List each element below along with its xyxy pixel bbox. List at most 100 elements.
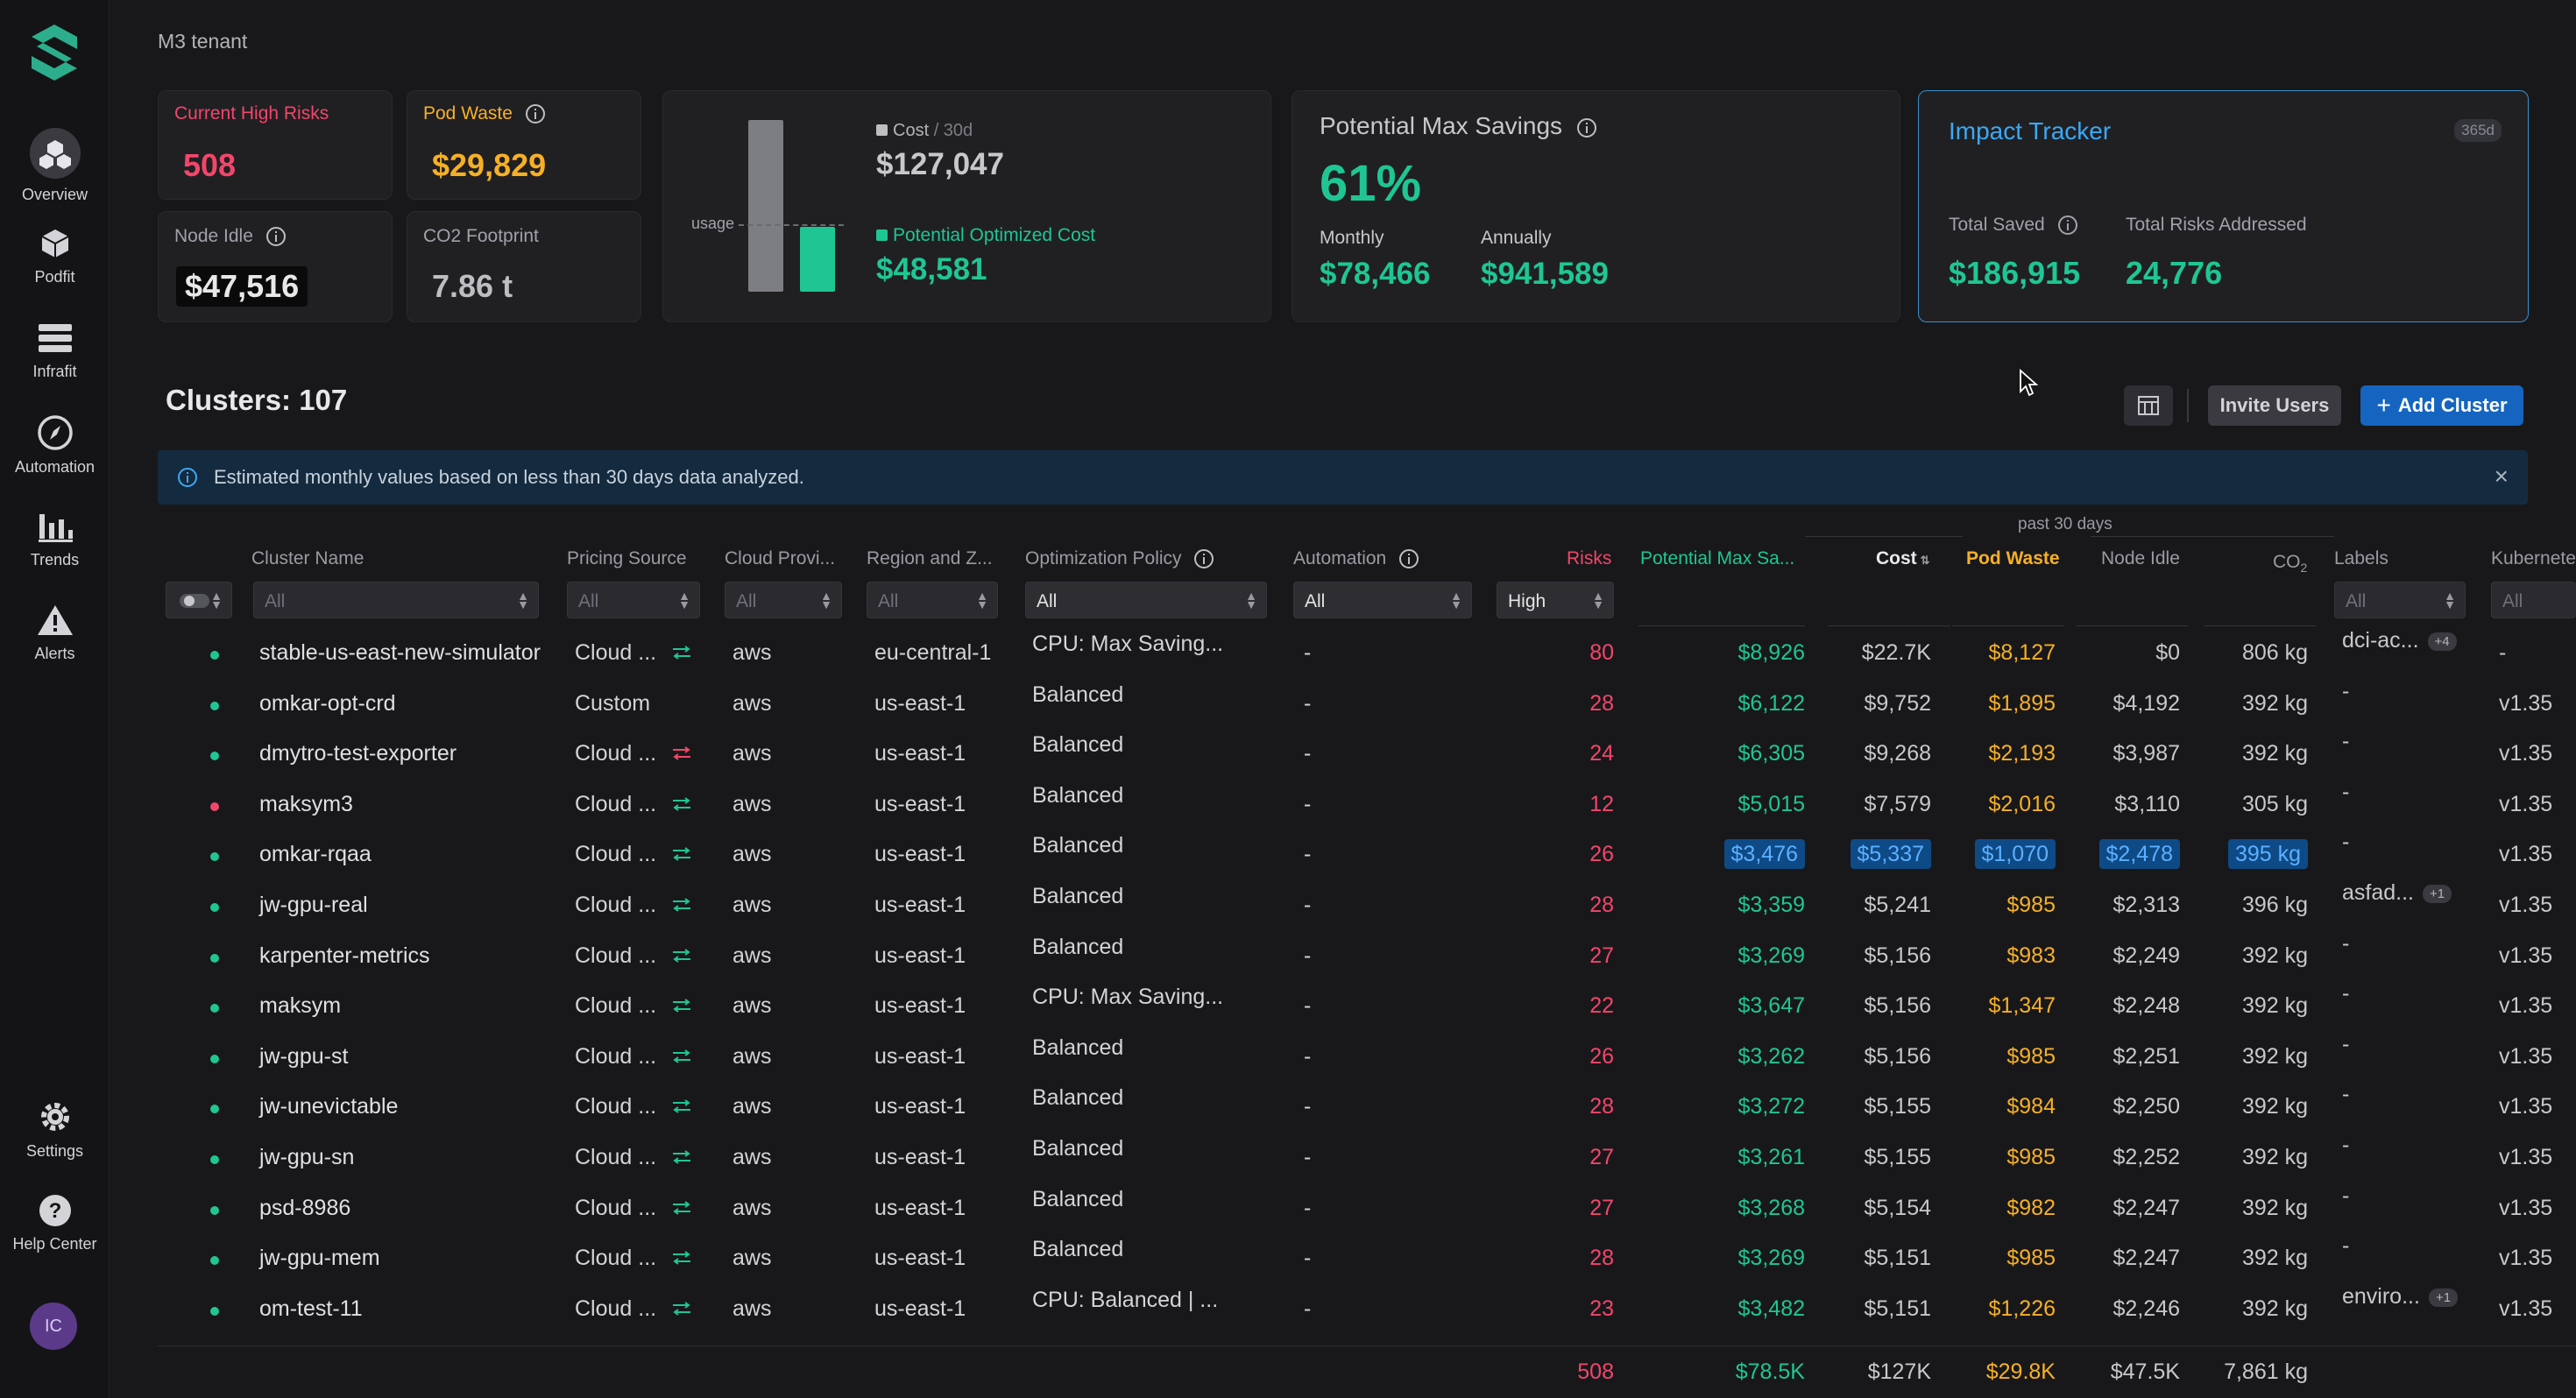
- cell-risks[interactable]: 28: [1589, 690, 1614, 716]
- savings-card[interactable]: Potential Max Savings 61% Monthly $78,46…: [1292, 90, 1900, 322]
- add-cluster-button[interactable]: + Add Cluster: [2360, 385, 2523, 426]
- cell-labels[interactable]: -: [2342, 679, 2349, 704]
- table-row[interactable]: jw-gpu-st Cloud ... aws us-east-1 Balanc…: [158, 1032, 2576, 1083]
- cell-labels[interactable]: -: [2342, 1183, 2349, 1209]
- cell-optimization-policy[interactable]: CPU: Max Saving...: [1032, 632, 1224, 656]
- cell-optimization-policy[interactable]: Balanced: [1032, 934, 1124, 959]
- kpi-high-risks[interactable]: Current High Risks 508: [158, 90, 393, 200]
- info-icon[interactable]: [1398, 548, 1419, 569]
- info-icon[interactable]: [2057, 215, 2078, 236]
- cost-card[interactable]: usage Cost / 30d $127,047 Potential Opti…: [662, 90, 1271, 322]
- col-optimization-policy[interactable]: Optimization Policy: [1025, 548, 1214, 569]
- cell-cluster-name[interactable]: maksym3: [259, 791, 353, 816]
- col-pricing-source[interactable]: Pricing Source: [567, 548, 687, 568]
- col-cluster-name[interactable]: Cluster Name: [251, 548, 364, 568]
- col-labels[interactable]: Labels: [2334, 548, 2388, 568]
- table-row[interactable]: omkar-rqaa Cloud ... aws us-east-1 Balan…: [158, 830, 2576, 880]
- cell-pricing-source[interactable]: Cloud ...: [575, 640, 690, 666]
- cell-pricing-source[interactable]: Cloud ...: [575, 993, 690, 1019]
- cell-pricing-source[interactable]: Cloud ...: [575, 1296, 690, 1322]
- cell-optimization-policy[interactable]: CPU: Max Saving...: [1032, 985, 1224, 1010]
- filter-automation[interactable]: All ▲ ▼: [1293, 582, 1472, 618]
- cell-risks[interactable]: 12: [1589, 791, 1614, 816]
- table-row[interactable]: jw-gpu-mem Cloud ... aws us-east-1 Balan…: [158, 1233, 2576, 1284]
- table-row[interactable]: dmytro-test-exporter Cloud ... aws us-ea…: [158, 729, 2576, 780]
- cell-cluster-name[interactable]: jw-unevictable: [259, 1094, 399, 1119]
- cell-labels[interactable]: -: [2342, 1133, 2349, 1158]
- cell-cluster-name[interactable]: maksym: [259, 993, 342, 1019]
- info-icon[interactable]: [265, 226, 287, 247]
- filter-cloud-provider[interactable]: All ▲ ▼: [725, 582, 842, 618]
- cell-optimization-policy[interactable]: Balanced: [1032, 681, 1124, 707]
- invite-users-button[interactable]: Invite Users: [2208, 385, 2341, 426]
- table-row[interactable]: maksym3 Cloud ... aws us-east-1 Balanced…: [158, 780, 2576, 830]
- cell-cluster-name[interactable]: jw-gpu-st: [259, 1043, 349, 1069]
- cell-labels[interactable]: -: [2342, 1082, 2349, 1107]
- nav-settings[interactable]: Settings: [0, 1098, 110, 1161]
- cell-pricing-source[interactable]: Custom: [575, 691, 650, 717]
- col-region[interactable]: Region and Z...: [867, 548, 993, 568]
- avatar[interactable]: IC: [30, 1303, 77, 1350]
- cell-risks[interactable]: 28: [1589, 893, 1614, 917]
- kpi-pod-waste[interactable]: Pod Waste $29,829: [407, 90, 641, 200]
- info-icon[interactable]: [1576, 117, 1597, 138]
- cell-optimization-policy[interactable]: Balanced: [1032, 833, 1124, 858]
- cell-pricing-source[interactable]: Cloud ...: [575, 1246, 690, 1271]
- cell-cluster-name[interactable]: jw-gpu-sn: [259, 1145, 355, 1169]
- cell-pricing-source[interactable]: Cloud ...: [575, 1094, 690, 1119]
- col-cost[interactable]: Cost ⇅: [1876, 548, 1930, 569]
- table-row[interactable]: jw-gpu-real Cloud ... aws us-east-1 Bala…: [158, 880, 2576, 931]
- nav-automation[interactable]: Automation: [0, 414, 110, 477]
- info-icon[interactable]: [525, 103, 546, 124]
- cell-risks[interactable]: 26: [1589, 842, 1614, 867]
- cell-optimization-policy[interactable]: CPU: Balanced | ...: [1032, 1287, 1219, 1312]
- cell-labels[interactable]: -: [2342, 981, 2349, 1006]
- close-icon[interactable]: ×: [2494, 462, 2509, 490]
- table-row[interactable]: jw-unevictable Cloud ... aws us-east-1 B…: [158, 1082, 2576, 1133]
- cell-labels[interactable]: -: [2342, 1233, 2349, 1259]
- cell-optimization-policy[interactable]: Balanced: [1032, 1034, 1124, 1060]
- cell-cluster-name[interactable]: om-test-11: [259, 1296, 363, 1321]
- filter-labels[interactable]: All ▲ ▼: [2334, 582, 2466, 618]
- filter-risks[interactable]: High ▲ ▼: [1497, 582, 1614, 618]
- cell-risks[interactable]: 27: [1589, 943, 1614, 968]
- cell-pricing-source[interactable]: Cloud ...: [575, 1145, 690, 1170]
- table-row[interactable]: jw-gpu-sn Cloud ... aws us-east-1 Balanc…: [158, 1133, 2576, 1183]
- table-row[interactable]: psd-8986 Cloud ... aws us-east-1 Balance…: [158, 1183, 2576, 1234]
- cell-pricing-source[interactable]: Cloud ...: [575, 1044, 690, 1070]
- cell-pricing-source[interactable]: Cloud ...: [575, 1196, 690, 1221]
- cell-optimization-policy[interactable]: Balanced: [1032, 1237, 1124, 1262]
- cell-labels[interactable]: asfad... +1: [2342, 880, 2452, 906]
- cell-labels[interactable]: -: [2342, 780, 2349, 805]
- cell-labels[interactable]: -: [2342, 830, 2349, 855]
- col-kubernetes[interactable]: Kubernete: [2491, 548, 2576, 568]
- filter-pricing-source[interactable]: All ▲ ▼: [567, 582, 700, 618]
- cell-labels[interactable]: -: [2342, 931, 2349, 957]
- cell-pricing-source[interactable]: Cloud ...: [575, 792, 690, 817]
- cell-cluster-name[interactable]: omkar-rqaa: [259, 842, 372, 867]
- cell-cluster-name[interactable]: stable-us-east-new-simulator: [259, 640, 541, 665]
- col-potential-savings[interactable]: Potential Max Sa...: [1640, 548, 1795, 568]
- status-toggle[interactable]: ▲ ▼: [166, 582, 232, 618]
- filter-cluster-name[interactable]: All ▲ ▼: [253, 582, 539, 618]
- nav-infrafit[interactable]: Infrafit: [0, 321, 110, 381]
- info-icon[interactable]: [1193, 548, 1214, 569]
- nav-help-center[interactable]: ? Help Center: [0, 1193, 110, 1253]
- labels-more-badge[interactable]: +4: [2427, 632, 2457, 651]
- cell-pricing-source[interactable]: Cloud ...: [575, 893, 690, 918]
- cell-labels[interactable]: -: [2342, 729, 2349, 754]
- cell-risks[interactable]: 22: [1589, 993, 1614, 1019]
- table-row[interactable]: maksym Cloud ... aws us-east-1 CPU: Max …: [158, 981, 2576, 1032]
- cell-pricing-source[interactable]: Cloud ...: [575, 741, 690, 766]
- impact-tracker-card[interactable]: Impact Tracker 365d Total Saved $186,915…: [1918, 90, 2529, 322]
- filter-kubernetes[interactable]: All: [2491, 582, 2576, 618]
- cell-risks[interactable]: 26: [1589, 1043, 1614, 1069]
- cell-risks[interactable]: 27: [1589, 1195, 1614, 1220]
- cell-labels[interactable]: -: [2342, 1032, 2349, 1057]
- cell-optimization-policy[interactable]: Balanced: [1032, 1085, 1124, 1111]
- col-cloud-provider[interactable]: Cloud Provi...: [725, 548, 836, 568]
- col-automation[interactable]: Automation: [1293, 548, 1419, 569]
- cell-cluster-name[interactable]: dmytro-test-exporter: [259, 741, 457, 766]
- nav-overview[interactable]: Overview: [0, 128, 110, 204]
- cell-risks[interactable]: 23: [1589, 1296, 1614, 1321]
